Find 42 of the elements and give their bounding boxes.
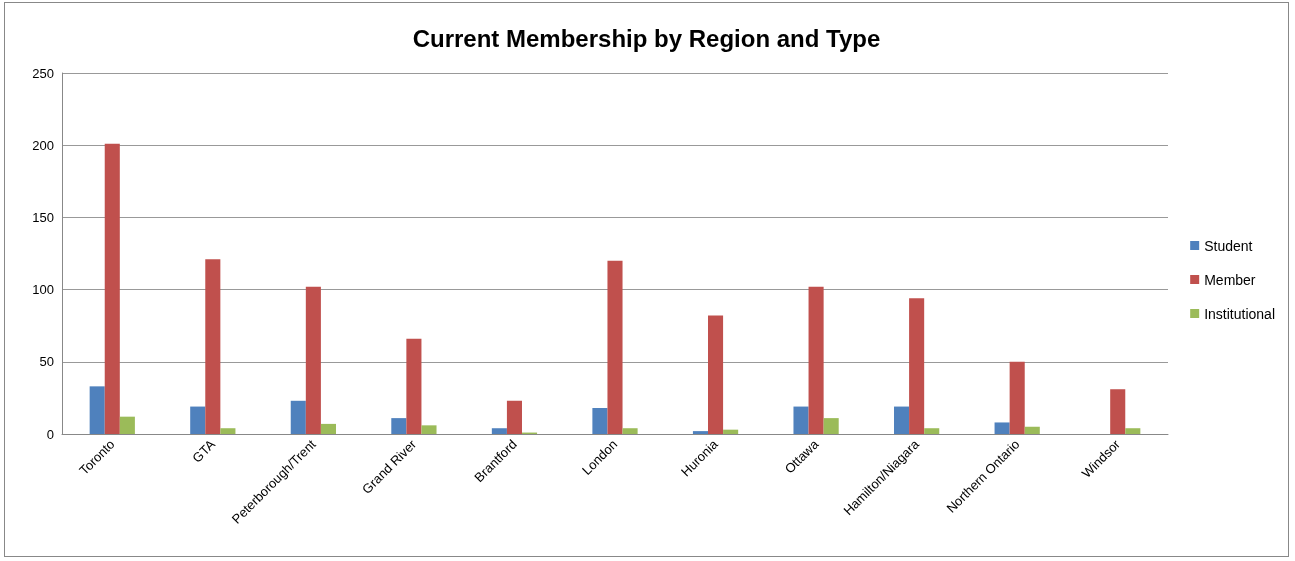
bar [506, 400, 522, 434]
y-tick-label: 200 [32, 137, 54, 153]
legend-label: Institutional [1204, 305, 1276, 322]
bar [320, 423, 336, 434]
bar [1110, 389, 1126, 434]
chart-title: Current Membership by Region and Type [412, 24, 881, 52]
bar [607, 260, 623, 434]
bar [421, 425, 437, 434]
bar [708, 315, 724, 434]
bar [190, 406, 206, 434]
bar [406, 338, 422, 434]
bar [1024, 426, 1040, 434]
y-tick-label: 250 [32, 65, 54, 81]
legend-label: Student [1204, 237, 1253, 254]
bar [290, 400, 306, 434]
bar [894, 406, 910, 434]
bar [1009, 361, 1025, 434]
x-tick-label: GTA [189, 436, 219, 466]
y-tick-label: 100 [32, 282, 54, 298]
bar [89, 386, 105, 434]
bar [220, 428, 236, 434]
bar [909, 298, 925, 434]
bar [808, 286, 824, 434]
bar [622, 428, 638, 434]
bar [391, 418, 407, 434]
y-tick-label: 50 [39, 354, 54, 370]
bar [924, 428, 940, 434]
bar [205, 259, 221, 434]
bar [723, 429, 739, 434]
bar [119, 416, 135, 434]
y-tick-label: 150 [32, 209, 54, 225]
bar [104, 143, 120, 434]
bar [793, 406, 809, 434]
bar [592, 408, 608, 434]
bar [823, 418, 839, 434]
bar [994, 422, 1010, 434]
bar [491, 428, 507, 434]
bar [305, 286, 321, 434]
bar [692, 431, 708, 434]
bar [1125, 428, 1141, 434]
y-tick-label: 0 [46, 426, 54, 442]
legend-label: Member [1204, 271, 1256, 288]
